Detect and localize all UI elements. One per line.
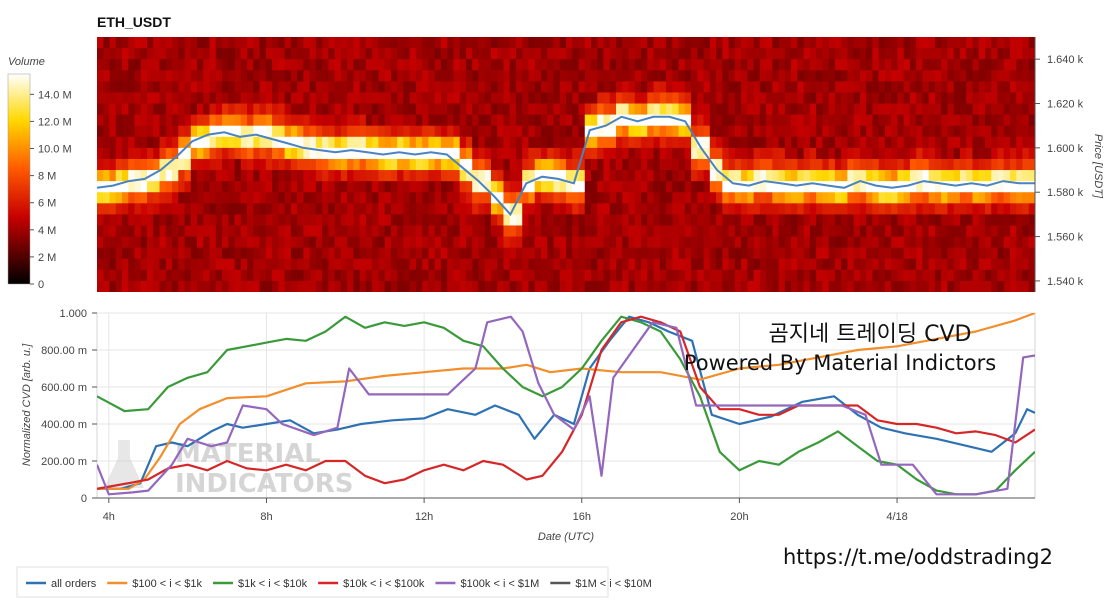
- cvd-y-tick-label: 400.00 m: [41, 419, 87, 431]
- cvd-x-ticks: 4h 8h 12h 16h 20h 4/18: [97, 497, 1035, 523]
- legend-item-2[interactable]: $1k < i < $10k: [212, 578, 308, 590]
- colorbar-tick-label: 0: [38, 279, 44, 291]
- price-tick-label: 1.540 k: [1047, 276, 1084, 288]
- cvd-x-tick-label: 16h: [573, 511, 591, 523]
- price-line: [97, 115, 1035, 217]
- legend-item-5[interactable]: $1M < i < $10M: [550, 578, 652, 590]
- cvd-series-line-3: [97, 315, 1035, 490]
- overlay-title: 곰지네 트레이딩 CVD: [768, 322, 971, 347]
- material-indicators-watermark: MATERIAL INDICATORS: [104, 439, 353, 499]
- cvd-y-tick-label: 600.00 m: [41, 382, 87, 394]
- colorbar-tick-label: 2 M: [38, 252, 56, 264]
- cvd-x-tick-label: 8h: [260, 511, 272, 523]
- cvd-x-tick-label: 12h: [415, 511, 433, 523]
- price-tick-label: 1.640 k: [1047, 54, 1084, 66]
- cvd-plot-area: [96, 312, 1036, 499]
- legend-label: $100 < i < $1k: [132, 578, 202, 590]
- price-axis-ticks: 1.540 k 1.560 k 1.580 k 1.600 k 1.620 k 1.640…: [1035, 54, 1084, 288]
- cvd-x-tick-label: 20h: [730, 511, 748, 523]
- cvd-x-axis-label: Date (UTC): [538, 531, 595, 543]
- cvd-lines: [97, 313, 1035, 496]
- legend-item-3[interactable]: $10k < i < $100k: [318, 578, 425, 590]
- legend-label: $1k < i < $10k: [238, 578, 308, 590]
- colorbar-tick-label: 4 M: [38, 225, 56, 237]
- cvd-y-axis-label: Normalized CVD [arb. u.]: [21, 343, 33, 466]
- cvd-y-tick-label: 200.00 m: [41, 456, 87, 468]
- cvd-y-tick-label: 800.00 m: [41, 345, 87, 357]
- price-tick-label: 1.560 k: [1047, 232, 1084, 244]
- colorbar-tick-label: 14.0 M: [38, 89, 72, 101]
- colorbar-tick-label: 8 M: [38, 171, 56, 183]
- price-tick-label: 1.580 k: [1047, 187, 1084, 199]
- watermark-line1: MATERIAL: [175, 439, 321, 469]
- colorbar-ticks: 0 2 M 4 M 6 M 8 M 10.0 M 12.0 M 14.0 M: [30, 89, 72, 291]
- colorbar: [7, 73, 31, 285]
- cvd-y-ticks: 0 200.00 m 400.00 m 600.00 m 800.00 m 1.000: [41, 308, 97, 505]
- colorbar-tick-label: 6 M: [38, 198, 56, 210]
- cvd-series-line-1: [97, 313, 1035, 490]
- legend-label: $100k < i < $1M: [460, 578, 539, 590]
- cvd-x-tick-label: 4/18: [886, 511, 907, 523]
- overlay-powered-by: Powered By Material Indictors: [684, 351, 996, 375]
- legend-item-0[interactable]: all orders: [26, 578, 97, 590]
- legend-item-4[interactable]: $100k < i < $1M: [435, 578, 539, 590]
- cvd-series-line-4: [97, 315, 1035, 496]
- colorbar-label: Volume: [8, 56, 45, 68]
- watermark-line2: INDICATORS: [175, 469, 353, 499]
- price-tick-label: 1.600 k: [1047, 143, 1084, 155]
- cvd-x-tick-label: 4h: [103, 511, 115, 523]
- flask-logo-icon: [104, 440, 144, 488]
- cvd-y-tick-label: 0: [81, 493, 87, 505]
- price-tick-label: 1.620 k: [1047, 99, 1084, 111]
- legend-label: all orders: [51, 578, 97, 590]
- heatmap-cells: [97, 37, 1035, 292]
- legend-label: $1M < i < $10M: [575, 578, 651, 590]
- price-axis-label: Price [USDT]: [1092, 134, 1104, 199]
- legend-item-1[interactable]: $100 < i < $1k: [107, 578, 202, 590]
- colorbar-tick-label: 12.0 M: [38, 116, 72, 128]
- colorbar-tick-label: 10.0 M: [38, 144, 72, 156]
- heatmap-title: ETH_USDT: [97, 14, 171, 30]
- cvd-y-tick-label: 1.000: [59, 308, 87, 320]
- legend-label: $10k < i < $100k: [343, 578, 425, 590]
- telegram-url[interactable]: https://t.me/oddstrading2: [783, 545, 1053, 569]
